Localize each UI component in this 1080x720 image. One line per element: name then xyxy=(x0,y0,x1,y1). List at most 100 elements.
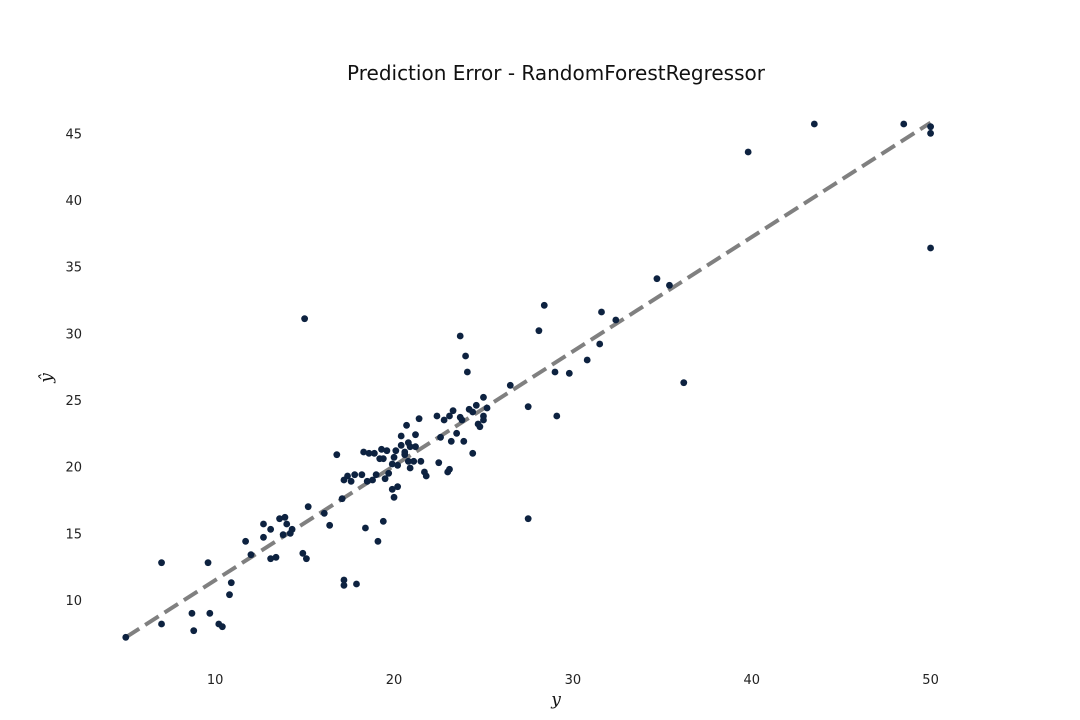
y-axis-label: ŷ xyxy=(37,373,57,384)
data-point xyxy=(219,623,226,630)
data-point xyxy=(927,245,934,252)
data-point xyxy=(666,282,673,289)
data-point xyxy=(371,450,378,457)
data-point xyxy=(566,370,573,377)
data-point xyxy=(448,438,455,445)
data-point xyxy=(280,531,287,538)
data-point xyxy=(267,526,274,533)
y-axis-ticks: 10 15 20 25 30 35 40 45 xyxy=(65,127,82,609)
data-point xyxy=(446,466,453,473)
data-point xyxy=(469,409,476,416)
x-tick-label: 30 xyxy=(565,673,582,688)
data-point xyxy=(584,357,591,364)
data-point xyxy=(525,515,532,522)
y-tick-label: 45 xyxy=(65,127,82,142)
data-point xyxy=(900,121,907,128)
data-point xyxy=(464,369,471,376)
data-point xyxy=(401,451,408,458)
data-point xyxy=(228,579,235,586)
data-point xyxy=(596,341,603,348)
data-point xyxy=(341,582,348,589)
data-point xyxy=(453,430,460,437)
data-point xyxy=(654,275,661,282)
data-point xyxy=(457,333,464,340)
data-point xyxy=(417,458,424,465)
data-point xyxy=(260,534,267,541)
data-point xyxy=(410,458,417,465)
data-point xyxy=(541,302,548,309)
y-tick-label: 40 xyxy=(65,194,82,209)
data-point xyxy=(348,478,355,485)
data-point xyxy=(394,462,401,469)
data-point xyxy=(289,526,296,533)
y-tick-label: 15 xyxy=(65,527,82,542)
y-tick-label: 10 xyxy=(65,594,82,609)
data-point xyxy=(507,382,514,389)
data-point xyxy=(326,522,333,529)
data-point xyxy=(553,413,560,420)
data-point xyxy=(362,525,369,532)
data-point xyxy=(351,471,358,478)
data-point xyxy=(383,447,390,454)
data-point xyxy=(158,559,165,566)
identity-reference-line xyxy=(126,123,931,638)
data-point xyxy=(416,415,423,422)
data-point xyxy=(450,407,457,414)
data-point xyxy=(301,315,308,322)
data-point xyxy=(190,627,197,634)
data-point xyxy=(434,413,441,420)
data-point xyxy=(927,123,934,130)
data-point xyxy=(380,455,387,462)
data-point xyxy=(473,402,480,409)
data-point xyxy=(385,470,392,477)
data-point xyxy=(189,610,196,617)
data-point xyxy=(525,403,532,410)
data-point xyxy=(403,422,410,429)
data-point xyxy=(391,494,398,501)
data-point xyxy=(282,514,289,521)
y-tick-label: 30 xyxy=(65,327,82,342)
x-axis-label: y xyxy=(550,690,561,710)
x-axis-ticks: 10 20 30 40 50 xyxy=(207,673,939,688)
data-point xyxy=(398,433,405,440)
data-point xyxy=(435,459,442,466)
data-point xyxy=(476,423,483,430)
data-point xyxy=(423,473,430,480)
data-point xyxy=(484,405,491,412)
data-point xyxy=(459,417,466,424)
data-point xyxy=(480,394,487,401)
data-point xyxy=(745,149,752,156)
data-point xyxy=(394,483,401,490)
data-point xyxy=(158,621,165,628)
data-point xyxy=(303,555,310,562)
y-tick-label: 25 xyxy=(65,394,82,409)
x-tick-label: 40 xyxy=(743,673,760,688)
data-point xyxy=(927,130,934,137)
data-point xyxy=(598,309,605,316)
data-point xyxy=(392,447,399,454)
data-point xyxy=(305,503,312,510)
x-tick-label: 10 xyxy=(207,673,224,688)
data-point xyxy=(437,434,444,441)
data-point xyxy=(412,443,419,450)
data-point xyxy=(242,538,249,545)
chart-title: Prediction Error - RandomForestRegressor xyxy=(347,61,766,85)
y-tick-label: 20 xyxy=(65,461,82,476)
data-point xyxy=(205,559,212,566)
data-point xyxy=(226,591,233,598)
data-point xyxy=(206,610,213,617)
data-point xyxy=(552,369,559,376)
data-point xyxy=(283,521,290,528)
x-tick-label: 50 xyxy=(922,673,939,688)
data-point xyxy=(680,379,687,386)
data-point xyxy=(321,510,328,517)
data-point xyxy=(248,551,255,558)
data-point xyxy=(380,518,387,525)
data-point xyxy=(391,454,398,461)
data-point xyxy=(612,317,619,324)
data-point xyxy=(122,634,129,641)
data-point xyxy=(375,538,382,545)
data-point xyxy=(469,450,476,457)
data-point xyxy=(260,521,267,528)
data-point xyxy=(273,554,280,561)
